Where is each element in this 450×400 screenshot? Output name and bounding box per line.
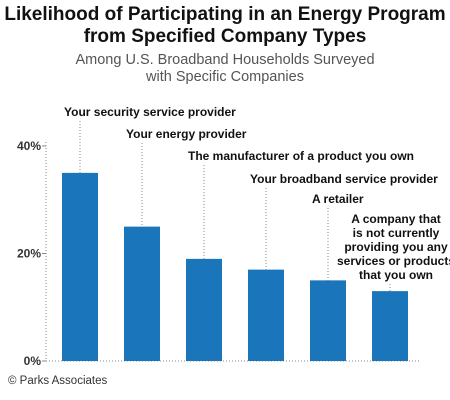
chart-subtitle: Among U.S. Broadband Households Surveyed… xyxy=(0,52,450,86)
category-label-line: A retailer xyxy=(312,192,364,206)
bar xyxy=(62,172,98,361)
chart-title-line-2: from Specified Company Types xyxy=(83,26,367,47)
chart-title-line-1: Likelihood of Participating in an Energy… xyxy=(4,4,446,25)
category-label-line: that you own xyxy=(359,268,433,282)
category-label: Your security service provider xyxy=(64,105,236,119)
bar xyxy=(124,226,160,361)
category-label-line: services or products xyxy=(337,254,450,268)
bar xyxy=(372,291,408,361)
category-label: Your broadband service provider xyxy=(250,172,438,186)
y-tick-label: 40% xyxy=(17,139,41,153)
category-label: A retailer xyxy=(312,192,364,206)
category-label-line: Your security service provider xyxy=(64,105,236,119)
category-label: Your energy provider xyxy=(126,127,247,141)
bar xyxy=(248,269,284,361)
y-tick-label: 0% xyxy=(24,354,42,368)
category-label-line: Your broadband service provider xyxy=(250,172,438,186)
category-label: The manufacturer of a product you own xyxy=(188,149,414,163)
category-label-line: providing you any xyxy=(344,240,448,254)
category-label-line: A company that xyxy=(351,212,441,226)
bar xyxy=(186,258,222,361)
category-label-line: Your energy provider xyxy=(126,127,247,141)
category-label: A company that is not currently providing … xyxy=(337,212,450,282)
chart-title: Likelihood of Participating in an Energy… xyxy=(0,4,450,48)
chart-subtitle-line-1: Among U.S. Broadband Households Surveyed xyxy=(75,52,375,68)
y-tick-label: 20% xyxy=(17,247,41,261)
category-label-line: The manufacturer of a product you own xyxy=(188,149,414,163)
category-label-line: is not currently xyxy=(353,226,440,240)
copyright-credit: © Parks Associates xyxy=(8,375,108,387)
chart-subtitle-line-2: with Specific Companies xyxy=(146,69,304,85)
bar xyxy=(310,280,346,361)
